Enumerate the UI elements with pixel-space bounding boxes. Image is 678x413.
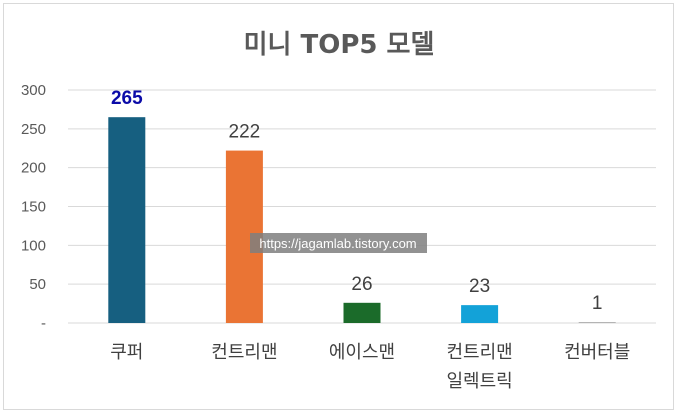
gridlines [68, 89, 656, 324]
x-category-label: 컨버터블 [564, 342, 630, 363]
bar [578, 322, 616, 323]
data-label: 1 [592, 293, 603, 314]
data-label: 23 [469, 276, 490, 297]
x-axis-categories: 쿠퍼 컨트리맨 에이스맨 컨트리맨 일렉트릭 컨버터블 [110, 342, 630, 392]
watermark: https://jagamlab.tistory.com [250, 233, 427, 253]
bar [108, 117, 146, 323]
y-tick-label: 200 [21, 160, 46, 177]
y-tick-label: - [41, 315, 46, 332]
x-category-label: 쿠퍼 [110, 342, 143, 363]
bar [343, 302, 381, 323]
bars [108, 117, 616, 323]
data-label: 26 [351, 274, 372, 295]
x-category-label: 컨트리맨 [211, 342, 277, 363]
x-category-label: 컨트리맨 일렉트릭 [446, 342, 512, 392]
y-tick-label: 150 [21, 199, 46, 216]
data-label: 222 [229, 122, 261, 143]
y-tick-label: 250 [21, 121, 46, 138]
y-tick-label: 300 [21, 82, 46, 99]
y-tick-label: 100 [21, 237, 46, 254]
watermark-text: https://jagamlab.tistory.com [259, 236, 416, 251]
chart-title: 미니 TOP5 모델 [244, 30, 435, 60]
y-tick-label: 50 [29, 276, 46, 293]
data-labels: 265 222 26 23 1 [111, 88, 603, 314]
y-axis-ticks: - 50 100 150 200 250 300 [21, 82, 46, 332]
x-category-label: 에이스맨 [329, 342, 395, 363]
data-label: 265 [111, 88, 143, 109]
bar [461, 305, 499, 323]
